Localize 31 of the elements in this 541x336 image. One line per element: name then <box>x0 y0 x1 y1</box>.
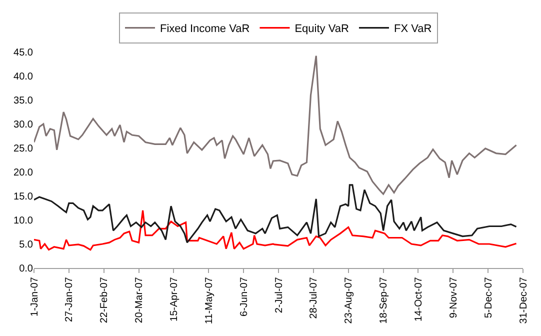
x-tick-label: 1-Jan-07 <box>29 276 40 316</box>
y-tick-label: 35.0 <box>14 96 34 106</box>
y-tick-label: 10.0 <box>14 216 34 226</box>
x-tick-label: 6-Jun-07 <box>238 276 250 316</box>
legend-label: Equity VaR <box>294 23 349 36</box>
x-tick-label: 2-Jul-07 <box>274 276 285 314</box>
y-tick-label: 15.0 <box>14 192 34 202</box>
y-tick-label: 0.0 <box>19 264 34 274</box>
x-tick-label: 14-Oct-07 <box>413 276 424 322</box>
legend-label: Fixed Income VaR <box>160 23 250 36</box>
line-series <box>34 184 518 244</box>
legend-label: FX VaR <box>394 23 432 36</box>
x-tick-label: 15-Apr-07 <box>168 276 180 322</box>
x-tick-label: 9-Nov-07 <box>448 276 460 318</box>
y-tick-label: 25.0 <box>14 144 34 154</box>
y-tick-label: 20.0 <box>14 168 34 178</box>
x-tick-label: 11-May-07 <box>204 276 215 324</box>
y-tick-label: 40.0 <box>14 72 34 82</box>
x-tick-label: 23-Aug-07 <box>344 276 355 324</box>
x-tick-label: 31-Dec-07 <box>518 276 530 324</box>
line-series <box>34 55 518 195</box>
line-series <box>34 210 518 251</box>
y-tick-label: 5.0 <box>19 240 34 250</box>
y-tick-label: 30.0 <box>14 120 34 130</box>
x-tick-label: 20-Mar-07 <box>134 276 146 324</box>
x-tick-label: 28-Jul-07 <box>308 276 320 319</box>
x-tick-label: 5-Dec-07 <box>483 276 494 318</box>
x-tick-label: 27-Jan-07 <box>64 276 76 322</box>
x-tick-label: 22-Feb-07 <box>99 276 110 324</box>
y-tick-label: 45.0 <box>14 48 34 58</box>
x-tick-label: 18-Sep-07 <box>378 276 390 324</box>
